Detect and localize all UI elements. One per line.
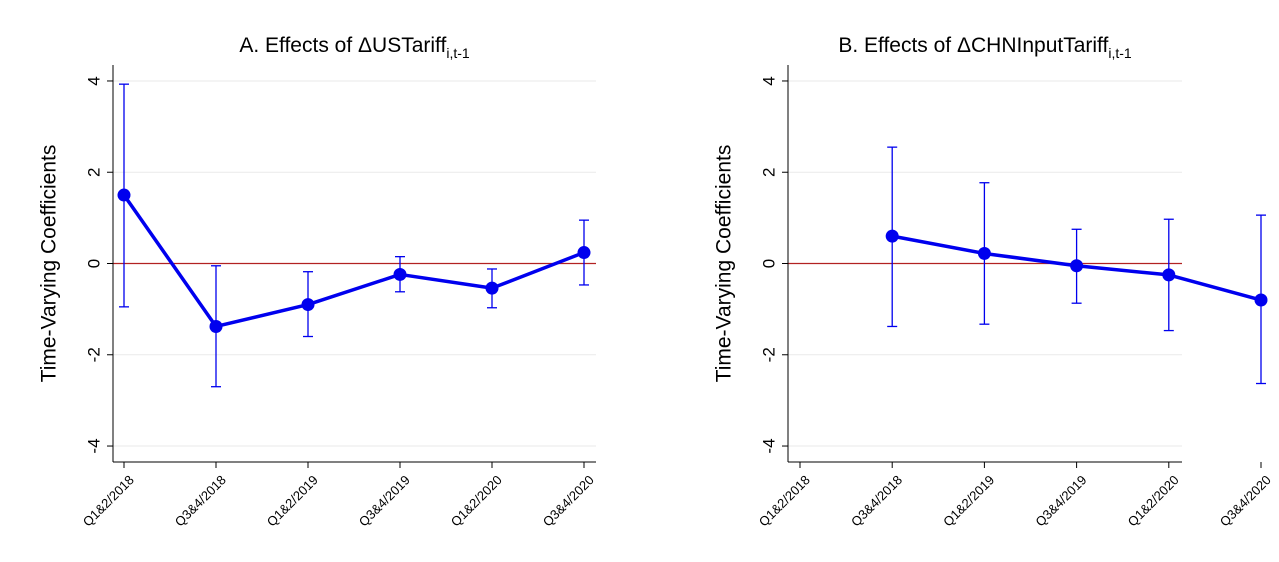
x-tick-label: Q3&4/2020 [1217,472,1274,529]
title-subscript: i,t-1 [1108,45,1132,61]
x-tick-label: Q1&2/2018 [756,472,813,529]
point [577,246,591,260]
title-subscript: i,t-1 [446,45,470,61]
x-tick-label: Q3&4/2018 [848,472,905,529]
x-tick-label: Q1&2/2019 [940,472,997,529]
y-tick-label: 2 [759,168,778,177]
x-tick-label: Q3&4/2019 [1032,472,1089,529]
x-tick-label: Q3&4/2020 [540,472,597,529]
x-tick-label: Q1&2/2019 [264,472,321,529]
point [1070,259,1084,273]
x-tick-label: Q3&4/2019 [356,472,413,529]
y-tick-label: -4 [84,438,103,453]
y-axis-label: Time-Varying Coefficients [713,145,736,383]
point [301,298,315,312]
point [393,267,407,281]
title-main: B. Effects of ΔCHNInputTariff [838,34,1108,57]
point [1162,268,1176,282]
chart-title: B. Effects of ΔCHNInputTariffi,t-1 [838,34,1132,61]
chart-title: A. Effects of ΔUSTariffi,t-1 [239,34,470,61]
x-tick-label: Q1&2/2020 [1125,472,1182,529]
y-tick-label: -2 [759,347,778,362]
y-tick-label: 0 [84,259,103,268]
y-tick-label: 2 [84,168,103,177]
y-tick-label: -2 [84,347,103,362]
point [977,246,991,260]
y-axis-label: Time-Varying Coefficients [38,145,61,383]
y-tick-label: 0 [759,259,778,268]
x-tick-label: Q1&2/2020 [448,472,505,529]
y-tick-label: -4 [759,438,778,453]
x-tick-label: Q3&4/2018 [172,472,229,529]
y-tick-label: 4 [759,76,778,85]
point [485,281,499,295]
point [209,319,223,333]
y-tick-label: 4 [84,76,103,85]
title-main: A. Effects of ΔUSTariff [239,34,446,57]
x-tick-label: Q1&2/2018 [80,472,137,529]
series-line [122,194,585,329]
point [117,188,131,202]
point [1254,293,1268,307]
point [885,229,899,243]
